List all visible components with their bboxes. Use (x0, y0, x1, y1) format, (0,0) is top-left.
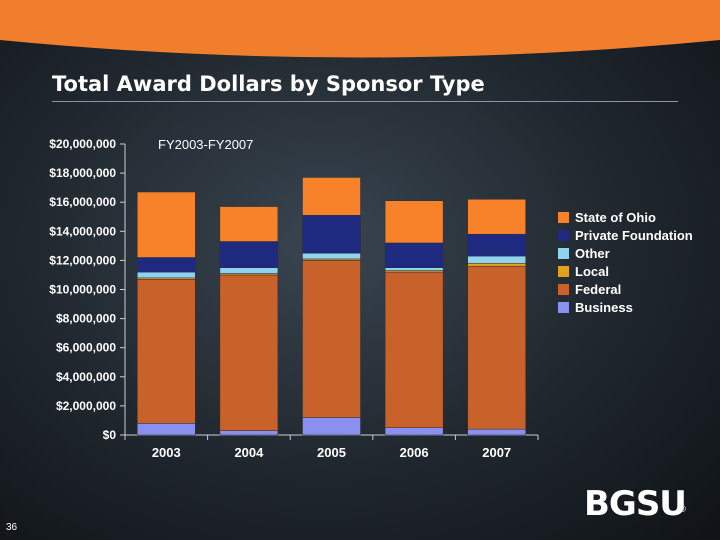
bar-segment-state-of-ohio-2003 (137, 191, 196, 258)
legend-label: Private Foundation (575, 227, 693, 243)
x-tick-label: 2007 (482, 445, 511, 460)
legend-item-local: Local (558, 262, 693, 280)
y-tick-label: $4,000,000 (56, 370, 116, 384)
legend-label: Other (575, 245, 610, 261)
bar-segment-private-foundation-2003 (137, 257, 196, 273)
legend-swatch (558, 229, 569, 241)
y-tick-label: $18,000,000 (49, 166, 116, 180)
bar-segment-other-2006 (384, 267, 444, 271)
y-tick-label: $10,000,000 (49, 283, 116, 297)
bar-segment-local-2007 (467, 263, 526, 267)
bar-segment-business-2005 (302, 417, 361, 436)
chart-subtitle: FY2003-FY2007 (158, 137, 254, 152)
header-band (0, 0, 720, 60)
legend-label: State of Ohio (575, 209, 656, 225)
y-tick-label: $20,000,000 (49, 137, 116, 151)
legend-label: Local (575, 263, 609, 279)
legend-item-private-foundation: Private Foundation (558, 226, 693, 244)
bar-segment-state-of-ohio-2005 (302, 177, 361, 216)
bar-segment-business-2004 (219, 430, 279, 436)
chart-title: Total Award Dollars by Sponsor Type (52, 72, 485, 96)
y-tick-label: $8,000,000 (56, 312, 116, 326)
bar-segment-business-2003 (137, 423, 196, 436)
y-tick-label: $0 (103, 428, 117, 442)
bgsu-logo: BGSU (584, 484, 687, 524)
chart-legend: State of Ohio Private Foundation Other Loca… (558, 208, 693, 316)
y-tick-label: $6,000,000 (56, 341, 116, 355)
legend-swatch (558, 247, 569, 259)
x-tick-label: 2006 (400, 445, 429, 460)
bar-segment-private-foundation-2004 (219, 241, 279, 268)
x-tick-label: 2005 (317, 445, 346, 460)
legend-item-business: Business (558, 298, 693, 316)
bar-segment-other-2004 (219, 267, 279, 274)
y-tick-label: $14,000,000 (49, 224, 116, 238)
title-divider (52, 101, 678, 102)
bar-segment-other-2005 (302, 252, 361, 260)
legend-label: Federal (575, 281, 622, 297)
y-tick-label: $12,000,000 (49, 253, 116, 267)
legend-swatch (558, 211, 569, 223)
bar-segment-private-foundation-2005 (302, 215, 361, 254)
x-tick-label: 2004 (234, 445, 264, 460)
legend-swatch (558, 283, 569, 295)
bar-segment-state-of-ohio-2004 (219, 206, 279, 242)
bar-segment-federal-2007 (467, 265, 526, 430)
bar-segment-other-2007 (467, 255, 526, 264)
legend-item-state-of-ohio: State of Ohio (558, 208, 693, 226)
logo-registered-mark: ® (678, 505, 687, 515)
bar-segment-business-2006 (384, 427, 444, 436)
slide-number: 36 (6, 522, 18, 533)
legend-item-federal: Federal (558, 280, 693, 298)
legend-label: Business (575, 299, 633, 315)
y-tick-label: $2,000,000 (56, 399, 116, 413)
bar-segment-private-foundation-2006 (384, 242, 444, 268)
bar-segment-other-2003 (137, 271, 196, 279)
legend-swatch (558, 265, 569, 277)
bar-segment-business-2007 (467, 428, 526, 436)
bar-segment-federal-2006 (384, 271, 444, 428)
bar-segment-private-foundation-2007 (467, 233, 526, 257)
y-tick-label: $16,000,000 (49, 195, 116, 209)
x-tick-label: 2003 (152, 445, 181, 460)
bar-segment-state-of-ohio-2007 (467, 199, 526, 235)
bar-segment-state-of-ohio-2006 (384, 200, 444, 244)
bar-segment-federal-2003 (137, 279, 196, 424)
bar-segment-federal-2005 (302, 260, 361, 418)
legend-item-other: Other (558, 244, 693, 262)
legend-swatch (558, 301, 569, 313)
bar-segment-federal-2004 (219, 274, 279, 431)
